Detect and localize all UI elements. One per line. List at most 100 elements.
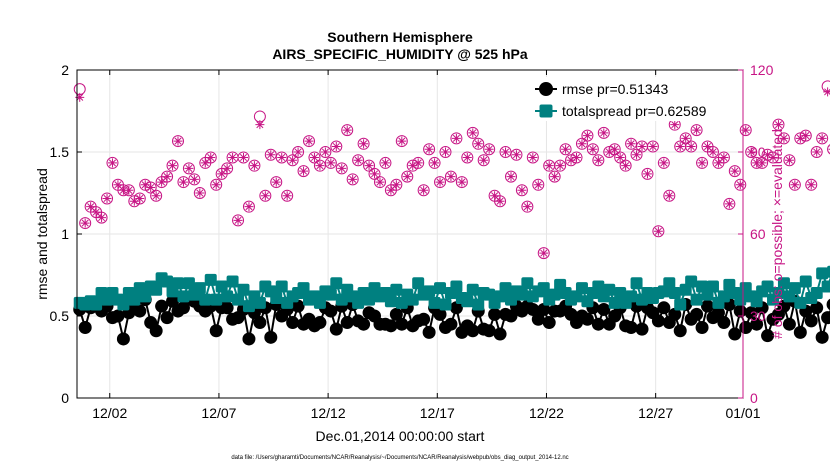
obs-possible-marker: [597, 126, 610, 139]
totalspread-marker: [548, 288, 561, 301]
obs-evaluated-marker: [440, 147, 450, 157]
rmse-marker: [444, 317, 458, 331]
obs-evaluated-marker: [451, 133, 461, 143]
rmse-marker: [482, 324, 496, 338]
rmse-marker: [777, 299, 791, 313]
totalspread-marker: [412, 277, 425, 290]
obs-possible-marker: [554, 159, 567, 172]
obs-evaluated-marker: [517, 185, 527, 195]
obs-evaluated-marker: [724, 199, 734, 209]
totalspread-marker: [816, 267, 829, 280]
x-tick-label: 12/22: [529, 405, 564, 421]
legend: rmse pr=0.51343 totalspread pr=0.62589: [530, 77, 738, 121]
rmse-marker: [733, 304, 747, 318]
obs-possible-marker: [526, 151, 539, 164]
obs-evaluated-marker: [790, 180, 800, 190]
obs-possible-marker: [324, 156, 337, 169]
rmse-marker: [155, 299, 169, 313]
x-tick-label: 12/07: [201, 405, 236, 421]
obs-evaluated-marker: [773, 120, 783, 130]
obs-evaluated-marker: [113, 180, 123, 190]
y-tick-label-right: 120: [750, 62, 774, 78]
obs-evaluated-marker: [506, 172, 516, 182]
totalspread-marker: [625, 290, 638, 303]
obs-possible-marker: [652, 225, 665, 238]
totalspread-marker: [390, 283, 403, 296]
totalspread-marker: [177, 290, 190, 303]
totalspread-marker: [685, 275, 698, 288]
obs-possible-marker: [739, 124, 752, 137]
y-tick-label-left: 1.5: [50, 144, 70, 160]
rmse-marker: [209, 324, 223, 338]
obs-evaluated-marker: [768, 152, 778, 162]
obs-evaluated-marker: [681, 133, 691, 143]
totalspread-marker: [663, 277, 676, 290]
obs-possible-marker: [395, 135, 408, 148]
obs-evaluated-marker: [151, 191, 161, 201]
rmse-marker: [313, 316, 327, 330]
obs-evaluated-marker: [719, 152, 729, 162]
obs-evaluated-marker: [632, 150, 642, 160]
obs-possible-marker: [619, 159, 632, 172]
totalspread-marker: [794, 296, 807, 309]
obs-evaluated-marker: [735, 180, 745, 190]
obs-evaluated-marker: [309, 152, 319, 162]
obs-evaluated-marker: [670, 120, 680, 130]
obs-possible-marker: [373, 176, 386, 189]
totalspread-marker: [406, 293, 419, 306]
totalspread-marker: [204, 273, 217, 286]
x-tick-label: 12/02: [92, 405, 127, 421]
obs-evaluated-marker: [566, 155, 576, 165]
rmse-marker: [417, 312, 431, 326]
obs-possible-marker: [193, 187, 206, 199]
obs-evaluated-marker: [124, 185, 134, 195]
obs-evaluated-marker: [200, 158, 210, 168]
obs-possible-marker: [357, 137, 370, 150]
obs-possible-marker: [772, 118, 785, 131]
obs-possible-marker: [592, 154, 605, 167]
obs-possible-marker: [166, 159, 179, 172]
obs-evaluated-marker: [779, 133, 789, 143]
obs-evaluated-marker: [692, 125, 702, 135]
obs-possible-marker: [455, 176, 468, 189]
obs-possible-marker: [335, 162, 348, 175]
obs-evaluated-marker: [271, 177, 281, 187]
obs-possible-marker: [575, 137, 588, 150]
totalspread-marker: [690, 293, 703, 306]
obs-evaluated-marker: [206, 152, 216, 162]
totalspread-marker: [352, 296, 365, 309]
obs-evaluated-marker: [320, 147, 330, 157]
obs-possible-marker: [510, 148, 523, 161]
obs-possible-marker: [270, 176, 283, 189]
totalspread-marker: [226, 275, 239, 288]
obs-evaluated-marker: [260, 191, 270, 201]
obs-evaluated-marker: [599, 128, 609, 138]
obs-evaluated-marker: [419, 185, 429, 195]
obs-evaluated-marker: [817, 133, 827, 143]
totalspread-marker: [199, 293, 212, 306]
obs-evaluated-marker: [217, 169, 227, 179]
obs-possible-marker: [788, 178, 801, 191]
obs-possible-marker: [379, 156, 392, 169]
totalspread-marker: [428, 296, 441, 309]
obs-possible-marker: [275, 151, 288, 164]
obs-possible-marker: [346, 173, 359, 186]
obs-evaluated-marker: [249, 161, 259, 171]
y-tick-label-left: 2: [61, 62, 69, 78]
totalspread-marker: [297, 282, 310, 295]
obs-evaluated-marker: [730, 166, 740, 176]
obs-possible-marker: [646, 140, 659, 153]
rmse-marker: [286, 316, 300, 330]
obs-possible-marker: [210, 178, 223, 191]
obs-possible-marker: [537, 247, 550, 260]
totalspread-marker: [603, 283, 616, 296]
obs-evaluated-marker: [812, 147, 822, 157]
obs-evaluated-marker: [708, 147, 718, 157]
obs-evaluated-marker: [293, 147, 303, 157]
obs-possible-marker: [472, 137, 485, 150]
obs-possible-marker: [264, 148, 277, 161]
obs-evaluated-marker: [741, 125, 751, 135]
obs-possible-marker: [232, 214, 245, 227]
obs-evaluated-marker: [446, 172, 456, 182]
totalspread-marker: [777, 277, 790, 290]
